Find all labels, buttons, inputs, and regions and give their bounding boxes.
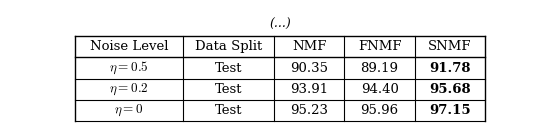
Text: $\eta = 0$: $\eta = 0$ [114,103,144,118]
Text: 95.68: 95.68 [429,83,471,96]
Text: Noise Level: Noise Level [90,40,168,53]
Text: (...): (...) [269,18,290,31]
Text: $\eta = 0.5$: $\eta = 0.5$ [109,60,149,76]
Text: 94.40: 94.40 [361,83,399,96]
Text: 95.23: 95.23 [290,104,328,117]
Text: Test: Test [215,62,242,75]
Text: Data Split: Data Split [195,40,263,53]
Text: 97.15: 97.15 [429,104,471,117]
Text: FNMF: FNMF [358,40,401,53]
Text: $\eta = 0.2$: $\eta = 0.2$ [109,82,149,97]
Text: NMF: NMF [292,40,327,53]
Text: SNMF: SNMF [428,40,472,53]
Text: 95.96: 95.96 [360,104,399,117]
Text: 91.78: 91.78 [429,62,471,75]
Text: 93.91: 93.91 [290,83,328,96]
Text: Test: Test [215,104,242,117]
Text: 89.19: 89.19 [360,62,399,75]
Text: Test: Test [215,83,242,96]
Text: 90.35: 90.35 [290,62,328,75]
